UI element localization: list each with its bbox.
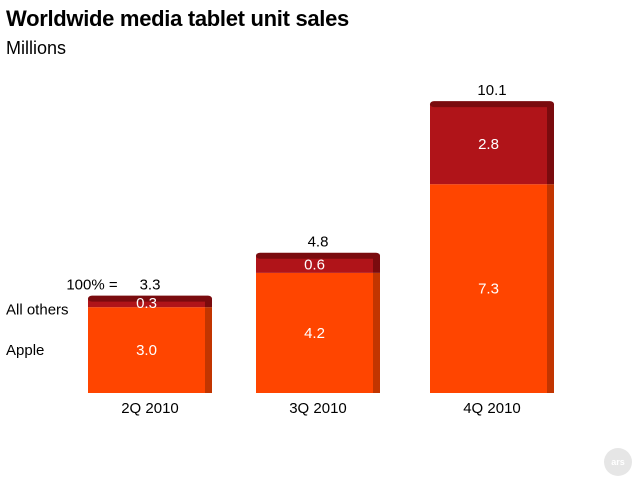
bar-total-label: 4.8 bbox=[308, 234, 329, 251]
bar-label-others: 2.8 bbox=[478, 136, 499, 153]
x-tick-label: 2Q 2010 bbox=[121, 400, 179, 417]
legend-apple: Apple bbox=[6, 342, 44, 359]
bar-label-others: 0.6 bbox=[304, 256, 325, 273]
x-tick-label: 3Q 2010 bbox=[289, 400, 347, 417]
bar-total-label: 10.1 bbox=[477, 82, 506, 99]
bar-label-apple: 4.2 bbox=[304, 325, 325, 342]
bar-apple bbox=[88, 307, 205, 393]
bar-label-apple: 3.0 bbox=[136, 342, 157, 359]
bar-apple bbox=[430, 184, 547, 393]
chart-title: Worldwide media tablet unit sales bbox=[6, 6, 349, 31]
bar-others-side bbox=[547, 104, 554, 185]
bar-total-label: 3.3 bbox=[140, 277, 161, 294]
legend-all-others: All others bbox=[6, 302, 69, 319]
x-tick-label: 4Q 2010 bbox=[463, 400, 521, 417]
total-prefix-label: 100% = bbox=[66, 277, 118, 294]
bar-label-others: 0.3 bbox=[136, 295, 157, 312]
chart-subtitle: Millions bbox=[6, 38, 67, 58]
bar-top-cap bbox=[256, 252, 380, 259]
ars-logo: ars bbox=[604, 448, 632, 476]
bar-apple-side bbox=[373, 272, 380, 393]
bar-others bbox=[88, 298, 205, 308]
bar-top-cap bbox=[88, 295, 212, 302]
bar-others bbox=[430, 104, 547, 185]
bar-others-side bbox=[373, 255, 380, 273]
bar-apple bbox=[256, 272, 373, 393]
bar-others bbox=[256, 255, 373, 273]
bar-apple-side bbox=[205, 307, 212, 393]
bar-label-apple: 7.3 bbox=[478, 281, 499, 298]
bar-others-side bbox=[205, 298, 212, 308]
bar-top-cap bbox=[430, 101, 554, 108]
logo-text: ars bbox=[611, 457, 625, 467]
bar-apple-side bbox=[547, 184, 554, 393]
